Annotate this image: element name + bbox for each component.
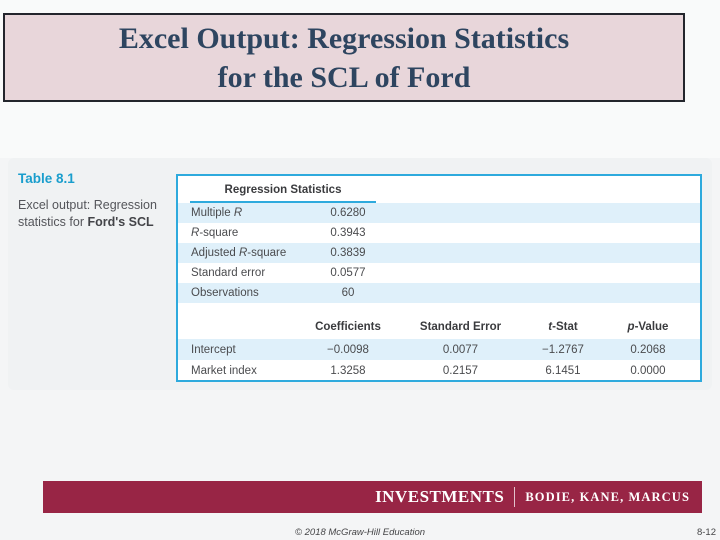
p-value: 0.0000 (630, 364, 666, 377)
table-row: Multiple R 0.6280 (178, 203, 700, 223)
column-header-t-stat: t-Stat (548, 321, 578, 333)
table-row: Standard error 0.0577 (178, 263, 700, 283)
footer-authors: BODIE, KANE, MARCUS (525, 489, 690, 504)
regression-statistics-header: Regression Statistics (190, 176, 376, 203)
stat-label: Adjusted R-square (191, 247, 287, 259)
stat-label: Observations (191, 287, 259, 299)
stat-value: 0.6280 (330, 207, 366, 219)
column-header-standard-error: Standard Error (419, 321, 502, 333)
slide-title: Excel Output: Regression Statistics for … (3, 13, 685, 102)
stat-value: 0.3943 (330, 227, 366, 239)
table-caption-subject: Ford's SCL (87, 214, 154, 229)
coef-value: 1.3258 (330, 364, 366, 377)
table-row: Observations 60 (178, 283, 700, 303)
stat-value: 0.0577 (330, 267, 366, 279)
slide-title-line1: Excel Output: Regression Statistics (118, 21, 570, 55)
stat-label: Multiple R (191, 207, 243, 219)
stat-label: Standard error (191, 267, 266, 279)
footer-brand: INVESTMENTS (375, 487, 505, 506)
table-number-label: Table 8.1 (18, 171, 75, 186)
table-caption-text: Excel output: Regression statistics for (18, 198, 157, 229)
coef-row-label: Intercept (191, 343, 236, 356)
footer-banner: INVESTMENTS BODIE, KANE, MARCUS (43, 481, 702, 513)
slide-title-line2: for the SCL of Ford (217, 60, 471, 94)
table-row-market-index: Market index 1.3258 0.2157 6.1451 0.0000 (178, 360, 700, 381)
table-row: R-square 0.3943 (178, 223, 700, 243)
coef-row-label: Market index (191, 364, 257, 377)
table-row: Adjusted R-square 0.3839 (178, 243, 700, 263)
std-error-value: 0.0077 (442, 343, 479, 356)
column-header-coefficients: Coefficients (315, 321, 381, 333)
footer-divider (514, 487, 516, 507)
table-row-intercept: Intercept −0.0098 0.0077 −1.2767 0.2068 (178, 339, 700, 360)
p-value: 0.2068 (630, 343, 666, 356)
slide-number: 8-12 (696, 527, 716, 538)
coef-value: −0.0098 (327, 343, 369, 356)
regression-table: Regression Statistics Multiple R 0.6280 … (176, 174, 702, 382)
table-caption: Excel output: Regression statistics for … (18, 197, 178, 230)
stat-label: R-square (191, 227, 239, 239)
copyright-notice: © 2018 McGraw-Hill Education (294, 527, 426, 538)
t-stat-value: −1.2767 (542, 343, 584, 356)
stat-value: 0.3839 (330, 247, 366, 259)
t-stat-value: 6.1451 (545, 364, 581, 377)
coefficients-header-row: Coefficients Standard Error t-Stat p-Val… (178, 315, 700, 339)
std-error-value: 0.2157 (442, 364, 479, 377)
content-panel: Table 8.1 Excel output: Regression stati… (8, 158, 712, 390)
column-header-p-value: p-Value (627, 321, 669, 333)
stat-value: 60 (341, 287, 355, 299)
